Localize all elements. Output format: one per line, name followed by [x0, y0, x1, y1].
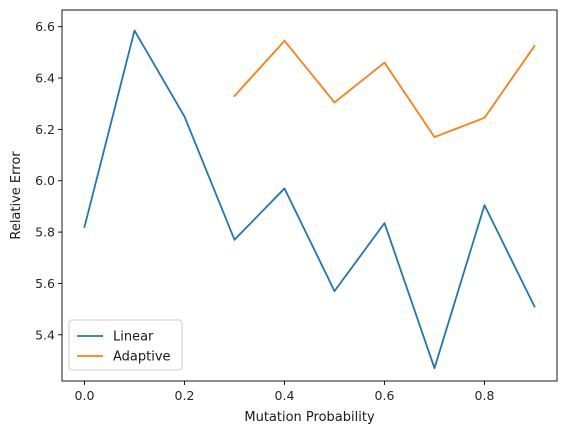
y-tick-label: 6.6: [35, 19, 55, 34]
x-axis: 0.0 0.2 0.4 0.6 0.8: [75, 381, 495, 403]
x-tick-label: 0.6: [375, 388, 395, 403]
y-tick-label: 6.2: [35, 122, 55, 137]
series-line-linear: [83, 29, 536, 370]
x-tick-label: 0.0: [75, 388, 95, 403]
y-axis: 5.4 5.6 5.8 6.0 6.2 6.4 6.6: [35, 19, 62, 342]
x-axis-label: Mutation Probability: [244, 410, 375, 425]
x-tick-label: 0.4: [275, 388, 295, 403]
y-axis-label: Relative Error: [9, 151, 24, 240]
plot-frame: [61, 9, 558, 382]
y-tick-label: 5.4: [35, 327, 55, 342]
series-line-adaptive: [233, 39, 536, 138]
plot-area: [61, 9, 558, 382]
y-tick-label: 5.6: [35, 276, 55, 291]
y-tick-label: 6.0: [35, 173, 55, 188]
x-tick-label: 0.2: [175, 388, 195, 403]
series-layer: [83, 29, 536, 370]
legend-box: [68, 319, 183, 371]
y-tick-label: 5.8: [35, 225, 55, 240]
x-tick-label: 0.8: [475, 388, 495, 403]
legend-label-adaptive: Adaptive: [113, 350, 171, 365]
legend: Linear Adaptive: [68, 319, 183, 371]
y-tick-label: 6.4: [35, 71, 55, 86]
legend-label-linear: Linear: [113, 330, 154, 345]
